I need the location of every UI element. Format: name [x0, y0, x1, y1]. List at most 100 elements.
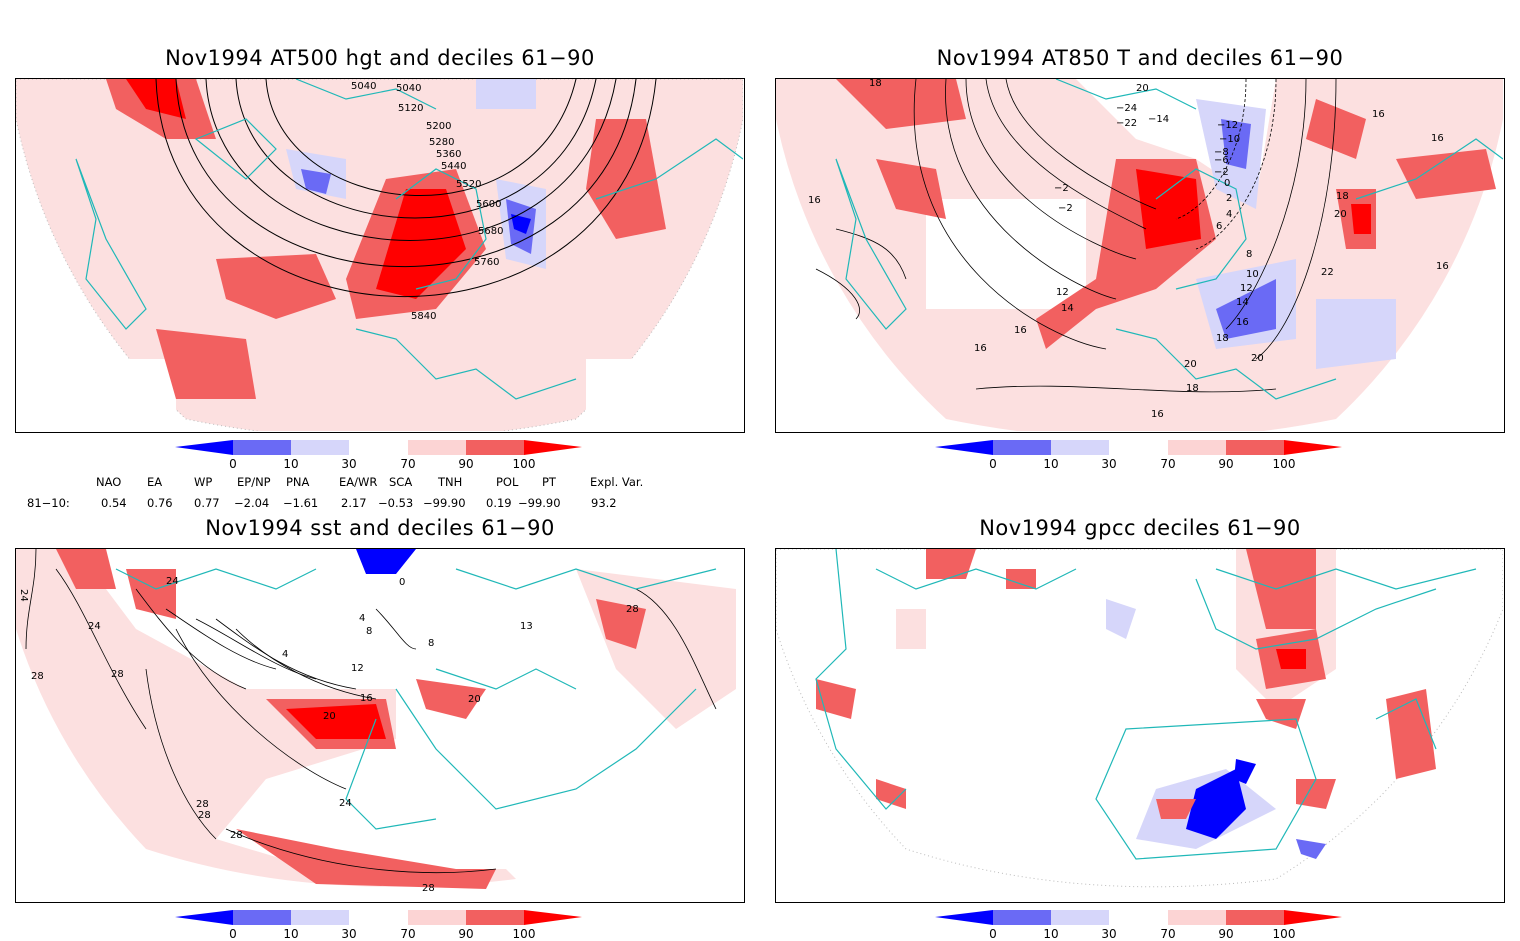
colorbar-segment — [349, 910, 408, 925]
svg-text:13: 13 — [520, 621, 533, 632]
colorbar-segment — [1226, 910, 1284, 925]
panel-2-title: Nov1994 AT850 T and deciles 61−90 — [936, 46, 1344, 70]
svg-text:20: 20 — [468, 694, 481, 705]
svg-text:−10: −10 — [1219, 134, 1240, 145]
svg-text:−14: −14 — [1148, 114, 1169, 125]
colorbar-segment — [466, 910, 524, 925]
svg-text:20: 20 — [1334, 209, 1347, 220]
svg-text:16: 16 — [1372, 109, 1385, 120]
svg-text:22: 22 — [1321, 267, 1334, 278]
colorbar-segment — [1226, 440, 1284, 455]
panel-1-title: Nov1994 AT500 hgt and deciles 61−90 — [165, 46, 595, 70]
svg-text:12: 12 — [351, 663, 364, 674]
svg-text:4: 4 — [282, 649, 288, 660]
panel-4-map — [775, 548, 1505, 903]
svg-text:−2: −2 — [1054, 183, 1069, 194]
svg-text:10: 10 — [1246, 269, 1259, 280]
svg-text:2: 2 — [1226, 193, 1232, 204]
svg-text:24: 24 — [88, 621, 101, 632]
colorbar-segment — [233, 440, 291, 455]
svg-text:18: 18 — [1336, 191, 1349, 202]
colorbar-segment — [935, 910, 993, 925]
svg-text:8: 8 — [428, 638, 434, 649]
svg-text:16: 16 — [1014, 325, 1027, 336]
colorbar-segment — [1109, 440, 1168, 455]
svg-text:16: 16 — [360, 693, 373, 704]
svg-text:−8: −8 — [1214, 147, 1229, 158]
colorbar-segment — [524, 910, 582, 925]
panel-1-colorbar: 0 10 30 70 90 100 — [175, 439, 585, 471]
panel-4-colorbar: 0 10 30 70 90 100 — [935, 909, 1345, 941]
contour-label: 5840 — [411, 311, 436, 322]
panel-4-title: Nov1994 gpcc deciles 61−90 — [979, 516, 1301, 540]
svg-text:20: 20 — [1136, 83, 1149, 94]
panel-2-map: 18 20 −24 −22 −14 −12 −10 −8 −6 −2 −2 0 … — [775, 78, 1505, 433]
panel-3-map: 24 24 24 28 28 0 4 4 8 8 12 13 16 20 20 … — [15, 548, 745, 903]
panel-2-colorbar: 0 10 30 70 90 100 — [935, 439, 1345, 471]
svg-text:−22: −22 — [1116, 118, 1137, 129]
svg-text:20: 20 — [323, 711, 336, 722]
contour-label: 5680 — [478, 226, 503, 237]
svg-text:18: 18 — [1216, 333, 1229, 344]
panel-1-map-svg: 5040 5040 5120 5200 5280 5360 5440 5520 … — [16, 79, 743, 431]
svg-text:16: 16 — [974, 343, 987, 354]
colorbar-segment — [1051, 910, 1109, 925]
contour-label: 5520 — [456, 179, 481, 190]
svg-text:0: 0 — [1224, 178, 1230, 189]
colorbar-segment — [993, 440, 1051, 455]
svg-text:−24: −24 — [1116, 103, 1137, 114]
svg-text:16: 16 — [1151, 409, 1164, 420]
svg-text:24: 24 — [18, 589, 29, 602]
contour-label: 5280 — [429, 137, 454, 148]
svg-text:6: 6 — [1216, 221, 1222, 232]
colorbar-segment — [408, 440, 466, 455]
svg-text:16: 16 — [1436, 261, 1449, 272]
contour-label: 5040 — [351, 81, 376, 92]
svg-text:18: 18 — [1186, 383, 1199, 394]
panel-3-map-svg: 24 24 24 28 28 0 4 4 8 8 12 13 16 20 20 … — [16, 549, 743, 894]
colorbar-segment — [349, 440, 408, 455]
svg-text:8: 8 — [1246, 249, 1252, 260]
panel-1-map: 5040 5040 5120 5200 5280 5360 5440 5520 … — [15, 78, 745, 433]
colorbar-segment — [1168, 910, 1226, 925]
svg-text:28: 28 — [111, 669, 124, 680]
colorbar-segment — [175, 440, 233, 455]
svg-text:24: 24 — [166, 576, 179, 587]
svg-text:12: 12 — [1056, 287, 1069, 298]
svg-text:14: 14 — [1061, 303, 1074, 314]
svg-text:−12: −12 — [1217, 120, 1238, 131]
svg-text:20: 20 — [1251, 353, 1264, 364]
colorbar-segment — [1168, 440, 1226, 455]
colorbar-segment — [291, 910, 349, 925]
colorbar-segment — [1109, 910, 1168, 925]
svg-text:14: 14 — [1236, 297, 1249, 308]
svg-text:28: 28 — [31, 671, 44, 682]
colorbar-segment — [466, 440, 524, 455]
colorbar-segment — [993, 910, 1051, 925]
svg-text:4: 4 — [359, 613, 365, 624]
svg-text:8: 8 — [366, 626, 372, 637]
colorbar-segment — [291, 440, 349, 455]
panel-3-title: Nov1994 sst and deciles 61−90 — [205, 516, 555, 540]
contour-label: 5360 — [436, 149, 461, 160]
svg-text:−6: −6 — [1214, 155, 1229, 166]
svg-text:28: 28 — [196, 799, 209, 810]
colorbar-segment — [1051, 440, 1109, 455]
contour-label: 5600 — [476, 199, 501, 210]
colorbar-segment — [233, 910, 291, 925]
panel-3-colorbar: 0 10 30 70 90 100 — [175, 909, 585, 941]
svg-text:18: 18 — [869, 79, 882, 89]
svg-text:0: 0 — [399, 577, 405, 588]
svg-text:28: 28 — [230, 830, 243, 841]
svg-text:16: 16 — [1431, 133, 1444, 144]
svg-text:16: 16 — [1236, 317, 1249, 328]
svg-text:12: 12 — [1240, 283, 1253, 294]
colorbar-segment — [1284, 440, 1342, 455]
panel-2-map-svg: 18 20 −24 −22 −14 −12 −10 −8 −6 −2 −2 0 … — [776, 79, 1503, 431]
contour-label: 5120 — [398, 103, 423, 114]
contour-label: 5760 — [474, 257, 499, 268]
panel-4-map-svg — [776, 549, 1503, 888]
colorbar-segment — [524, 440, 582, 455]
contour-label: 5200 — [426, 121, 451, 132]
colorbar-segment — [1284, 910, 1342, 925]
